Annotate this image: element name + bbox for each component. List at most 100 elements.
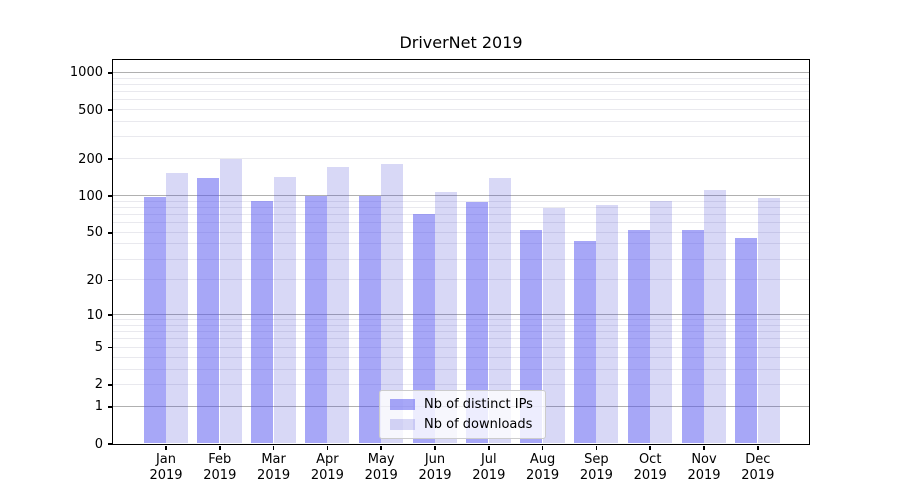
legend-swatch-distinct-ips: [390, 399, 415, 410]
y-tick-label-1000: 1000: [69, 65, 103, 81]
x-tick-oct: [649, 445, 651, 450]
gridline-minor-4: [112, 356, 809, 358]
bar-distinct-ips-mar: [251, 201, 274, 444]
bar-downloads-dec: [757, 198, 780, 444]
y-tick-100: [107, 195, 113, 197]
gridline-major-10: [112, 314, 809, 316]
gridline-minor-2: [112, 383, 809, 385]
legend-item-downloads: Nb of downloads: [390, 417, 535, 432]
bar-downloads-aug: [542, 208, 565, 444]
bar-distinct-ips-sep: [573, 241, 596, 444]
gridline-minor-20: [112, 279, 809, 281]
bar-distinct-ips-jan: [143, 197, 166, 444]
y-tick-500: [107, 109, 113, 111]
bar-downloads-oct: [650, 201, 673, 444]
gridline-major-100: [112, 195, 809, 197]
gridline-minor-300: [112, 136, 809, 138]
x-tick-label-jan: Jan 2019: [149, 452, 183, 483]
x-tick-label-feb: Feb 2019: [203, 452, 237, 483]
plot-area: [111, 58, 810, 445]
x-tick-label-aug: Aug 2019: [526, 452, 560, 483]
bar-distinct-ips-nov: [681, 230, 704, 444]
x-tick-dec: [757, 445, 759, 450]
bar-downloads-apr: [327, 166, 350, 444]
y-tick-200: [107, 158, 113, 160]
bar-downloads-jan: [166, 173, 188, 444]
gridline-minor-40: [112, 243, 809, 245]
bar-downloads-jul: [488, 178, 511, 444]
gridline-minor-3: [112, 368, 809, 370]
y-tick-5: [107, 346, 113, 349]
y-tick-label-0: 0: [94, 436, 103, 452]
x-tick-feb: [219, 445, 221, 450]
bar-distinct-ips-apr: [304, 195, 327, 444]
x-tick-apr: [326, 445, 329, 450]
bar-distinct-ips-jun: [412, 214, 435, 444]
x-tick-label-may: May 2019: [364, 452, 398, 483]
bar-distinct-ips-oct: [627, 230, 650, 444]
bar-downloads-may: [381, 163, 404, 444]
x-tick-jul: [488, 445, 490, 450]
x-tick-nov: [703, 445, 705, 450]
gridline-minor-80: [112, 206, 809, 208]
gridline-minor-800: [112, 83, 809, 85]
x-tick-sep: [595, 445, 598, 450]
bar-downloads-jun: [435, 191, 457, 444]
bar-distinct-ips-dec: [735, 237, 758, 444]
x-tick-label-apr: Apr 2019: [310, 452, 344, 483]
gridline-minor-5: [112, 346, 809, 348]
x-tick-jan: [165, 445, 167, 450]
x-tick-label-mar: Mar 2019: [257, 452, 291, 483]
gridline-minor-700: [112, 90, 809, 92]
x-tick-mar: [272, 445, 275, 450]
y-tick-10: [107, 314, 113, 316]
y-tick-label-10: 10: [86, 307, 103, 323]
bar-downloads-mar: [273, 177, 296, 444]
bar-distinct-ips-may: [358, 195, 381, 444]
y-tick-label-50: 50: [86, 225, 103, 241]
plot-inner: [112, 60, 809, 444]
x-tick-label-jun: Jun 2019: [418, 452, 452, 483]
gridline-minor-60: [112, 222, 809, 224]
legend-label-distinct-ips: Nb of distinct IPs: [424, 397, 533, 412]
gridline-minor-600: [112, 99, 809, 101]
gridline-minor-500: [112, 109, 809, 111]
gridline-minor-900: [112, 77, 809, 79]
x-tick-label-nov: Nov 2019: [687, 452, 721, 483]
bar-distinct-ips-jul: [466, 202, 489, 444]
legend-item-distinct-ips: Nb of distinct IPs: [390, 397, 535, 412]
x-tick-may: [380, 445, 382, 450]
y-tick-label-2: 2: [94, 377, 103, 393]
gridline-minor-50: [112, 231, 809, 233]
chart-title: DriverNet 2019: [399, 33, 523, 52]
y-tick-label-1: 1: [94, 399, 103, 415]
x-tick-label-jul: Jul 2019: [472, 452, 506, 483]
y-tick-label-20: 20: [86, 272, 103, 288]
legend-swatch-downloads: [390, 419, 415, 430]
bar-downloads-feb: [219, 158, 242, 444]
y-tick-label-100: 100: [78, 188, 103, 204]
gridline-minor-7: [112, 331, 809, 333]
bar-distinct-ips-feb: [197, 178, 220, 444]
gridline-minor-30: [112, 258, 809, 260]
x-tick-label-sep: Sep 2019: [579, 452, 613, 483]
gridline-minor-400: [112, 120, 809, 122]
bar-downloads-nov: [704, 190, 726, 444]
gridline-minor-70: [112, 213, 809, 215]
x-tick-label-dec: Dec 2019: [741, 452, 775, 483]
y-tick-label-5: 5: [94, 340, 103, 356]
y-tick-50: [107, 232, 113, 234]
y-tick-label-500: 500: [78, 102, 103, 118]
gridline-minor-200: [112, 158, 809, 160]
gridline-minor-6: [112, 338, 809, 340]
y-tick-20: [107, 279, 113, 282]
x-tick-aug: [541, 445, 544, 450]
legend-label-downloads: Nb of downloads: [424, 417, 533, 432]
legend: Nb of distinct IPs Nb of downloads: [379, 390, 546, 439]
x-tick-label-oct: Oct 2019: [633, 452, 667, 483]
y-tick-2: [107, 384, 113, 386]
gridline-major-1000: [112, 71, 809, 73]
x-tick-jun: [434, 445, 436, 450]
y-tick-label-200: 200: [78, 151, 103, 167]
